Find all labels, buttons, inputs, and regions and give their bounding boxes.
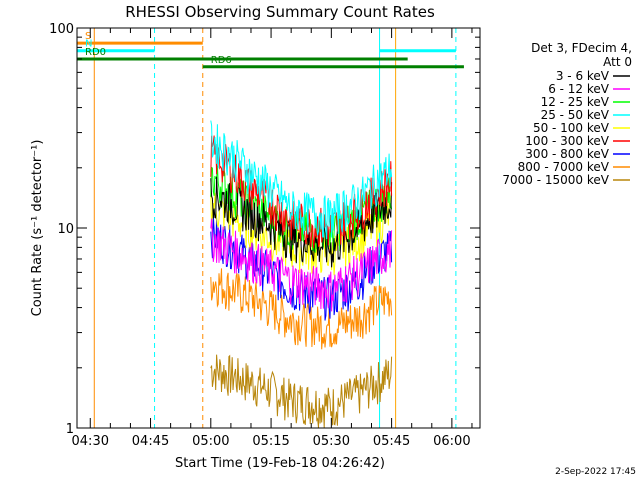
legend-header-line-2: Att 0 xyxy=(603,55,632,69)
legend-label-5: 100 - 300 keV xyxy=(525,134,609,148)
y-tick-label-100: 100 xyxy=(49,22,74,37)
footer-date: 2-Sep-2022 17:45 xyxy=(555,467,636,477)
x-tick-label-05:15: 05:15 xyxy=(252,434,289,449)
legend-label-4: 50 - 100 keV xyxy=(533,121,610,135)
series-lines xyxy=(210,120,393,429)
legend-label-7: 800 - 7000 keV xyxy=(518,160,610,174)
x-tick-label-05:45: 05:45 xyxy=(373,434,410,449)
status-bar-label-1: N xyxy=(85,39,92,50)
x-tick-label-04:30: 04:30 xyxy=(72,434,109,449)
x-tick-label-05:30: 05:30 xyxy=(313,434,350,449)
series-line-7 xyxy=(210,268,393,350)
series-line-3 xyxy=(210,120,393,240)
legend-label-0: 3 - 6 keV xyxy=(556,69,610,83)
x-tick-label-05:00: 05:00 xyxy=(192,434,229,449)
status-bar-label-3: RD0 xyxy=(85,47,106,58)
legend-header-line-1: Det 3, FDecim 4, xyxy=(531,41,632,55)
series-line-1 xyxy=(210,218,393,312)
x-axis-ticks: 04:30 04:45 05:00 05:15 05:30 05:45 06:00 xyxy=(72,28,473,449)
legend-label-2: 12 - 25 keV xyxy=(541,95,610,109)
y-tick-label-10: 10 xyxy=(57,222,74,237)
marker-lines xyxy=(93,28,457,428)
legend-label-8: 7000 - 15000 keV xyxy=(502,173,609,187)
chart-title: RHESSI Observing Summary Count Rates xyxy=(125,3,435,21)
legend-label-1: 6 - 12 keV xyxy=(548,82,610,96)
y-tick-label-1: 1 xyxy=(66,422,74,437)
series-line-0 xyxy=(210,176,393,268)
legend-label-6: 300 - 800 keV xyxy=(525,147,609,161)
x-tick-label-04:45: 04:45 xyxy=(132,434,169,449)
series-line-8 xyxy=(210,354,393,429)
x-tick-label-06:00: 06:00 xyxy=(433,434,470,449)
status-bar-label-4: RD6 xyxy=(211,55,232,66)
x-axis-label: Start Time (19-Feb-18 04:26:42) xyxy=(175,456,385,471)
y-axis-label: Count Rate (s⁻¹ detector⁻¹) xyxy=(30,140,45,317)
status-bar-label-0: S xyxy=(85,31,91,42)
legend-label-3: 25 - 50 keV xyxy=(541,108,610,122)
